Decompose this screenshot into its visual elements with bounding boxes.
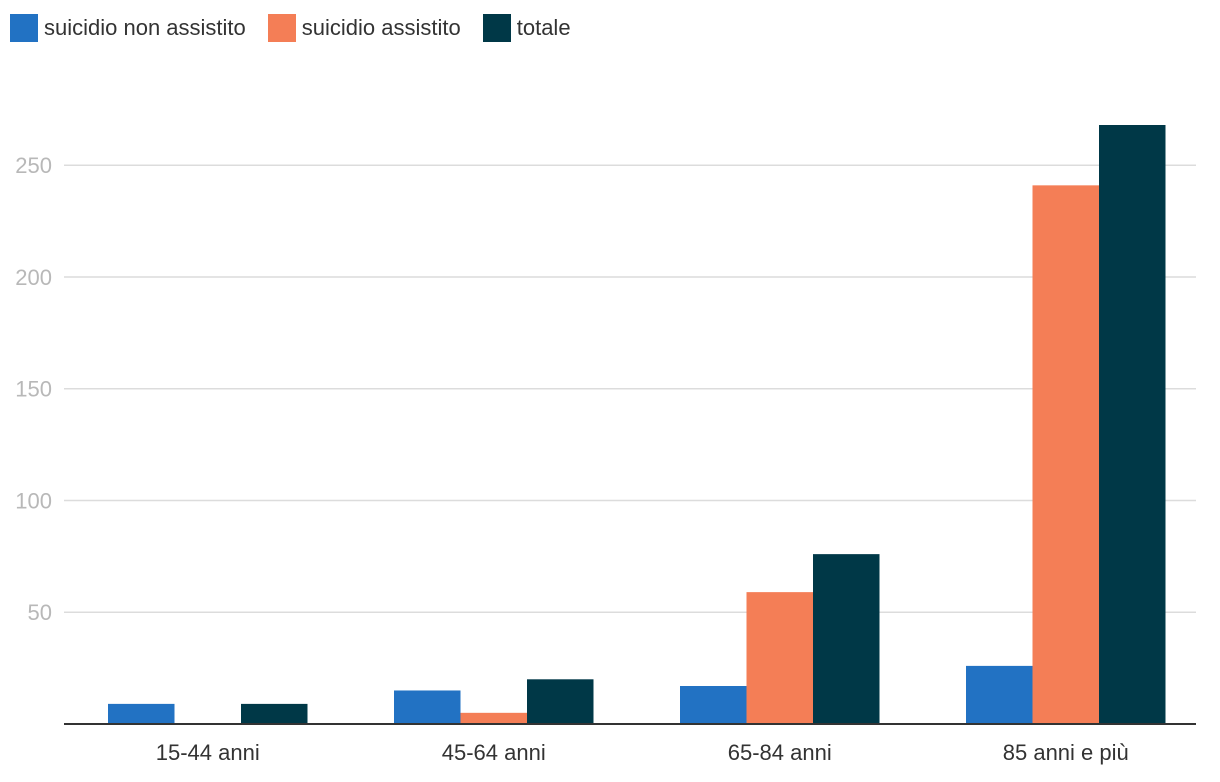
y-tick-label-50: 50 — [28, 600, 52, 625]
bar-s0-c3 — [966, 666, 1033, 724]
bar-s0-c1 — [394, 690, 461, 724]
y-tick-label-250: 250 — [15, 153, 52, 178]
x-tick-label-0: 15-44 anni — [156, 740, 260, 765]
x-tick-label-1: 45-64 anni — [442, 740, 546, 765]
bar-s0-c2 — [680, 686, 747, 724]
y-tick-label-200: 200 — [15, 265, 52, 290]
bar-s2-c3 — [1099, 125, 1166, 724]
bar-s1-c3 — [1033, 185, 1100, 724]
bar-s2-c0 — [241, 704, 308, 724]
bar-s1-c1 — [461, 713, 528, 724]
bar-s0-c0 — [108, 704, 175, 724]
bar-s2-c2 — [813, 554, 880, 724]
x-tick-label-3: 85 anni e più — [1003, 740, 1129, 765]
bar-s2-c1 — [527, 679, 594, 724]
bar-s1-c2 — [747, 592, 814, 724]
x-tick-label-2: 65-84 anni — [728, 740, 832, 765]
y-tick-label-100: 100 — [15, 488, 52, 513]
y-tick-label-150: 150 — [15, 377, 52, 402]
